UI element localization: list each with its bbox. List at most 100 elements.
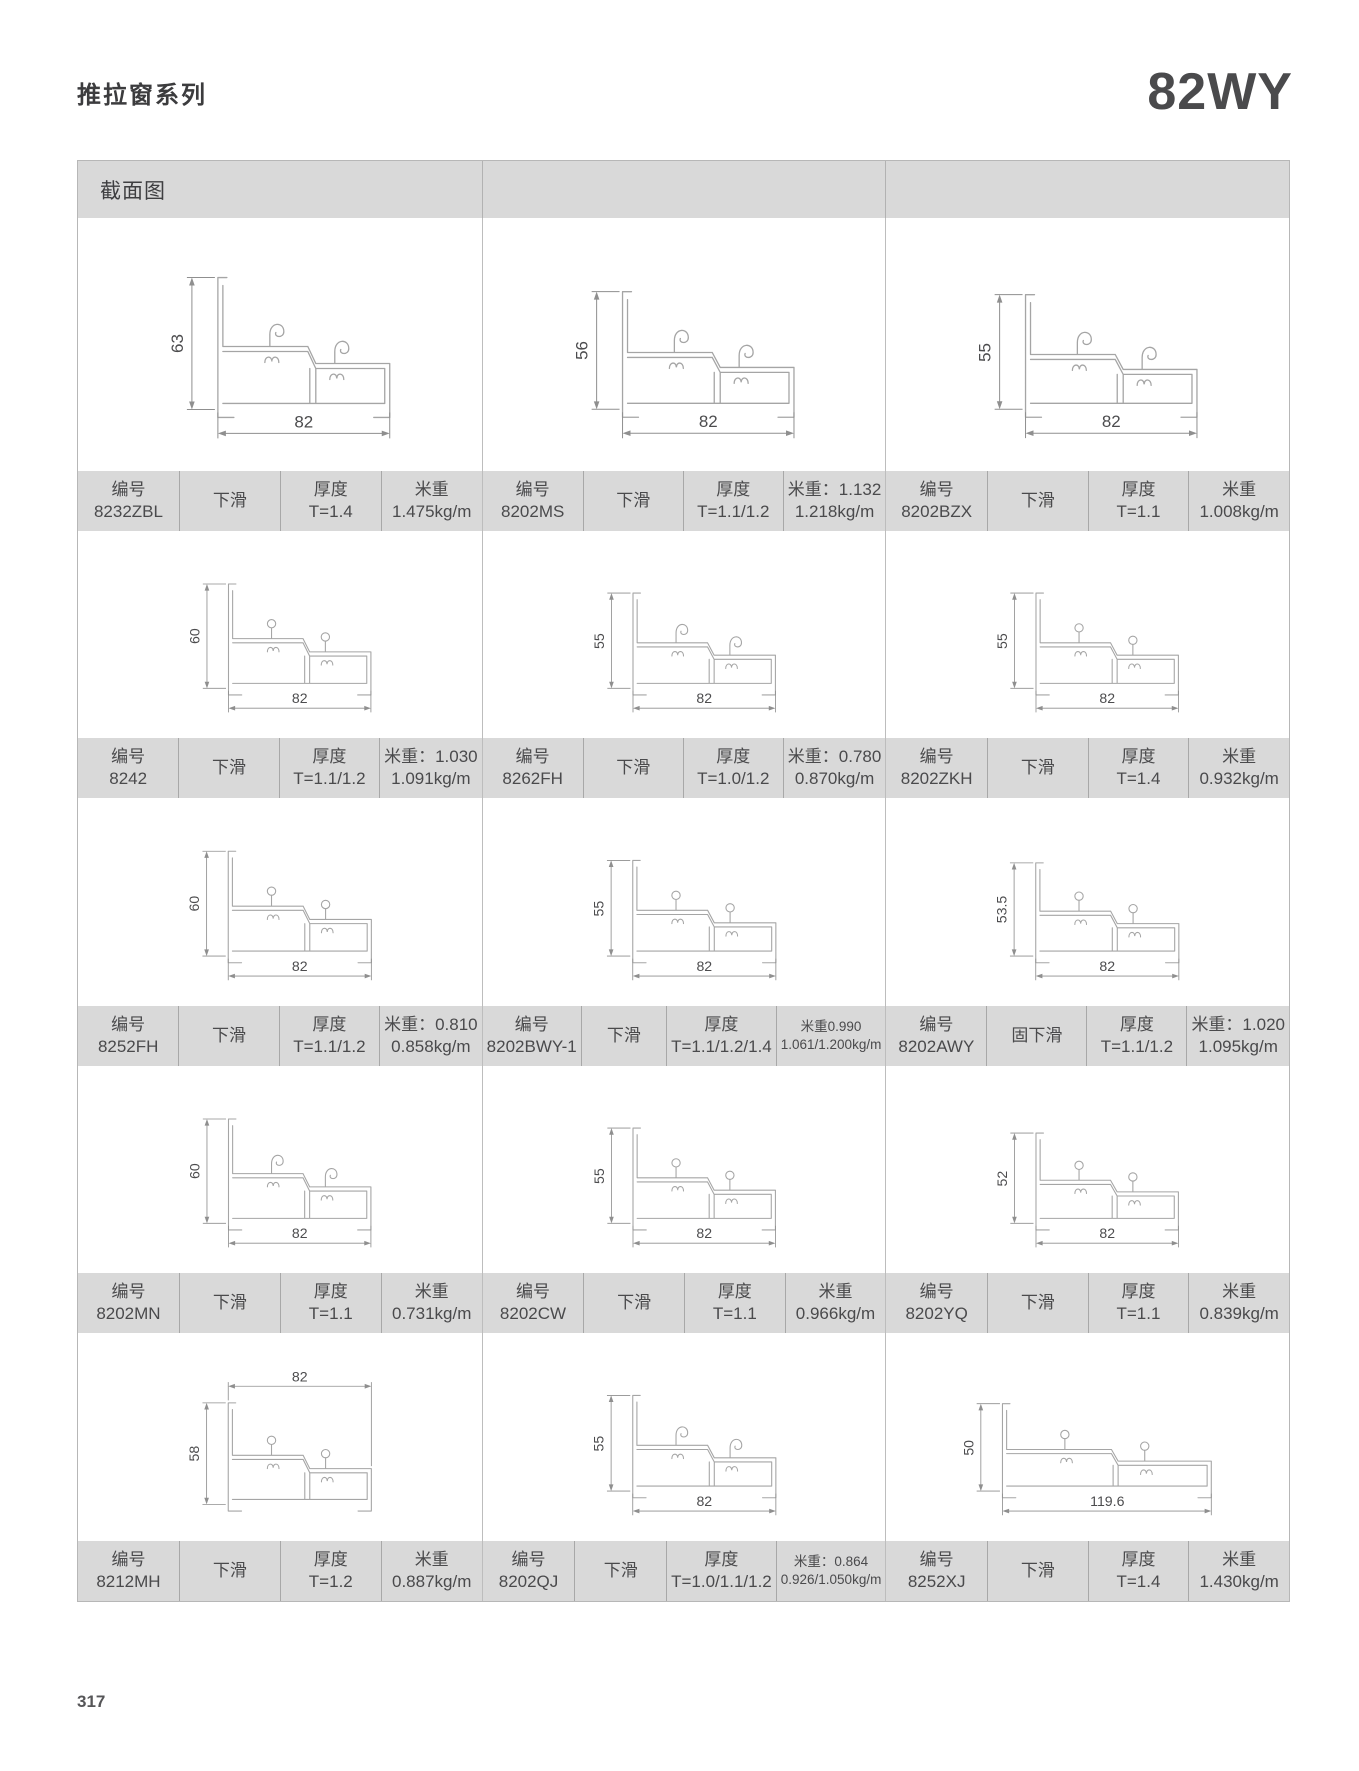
- profile-cell: 55 82 编号 8202BWY-1 下滑 厚度 T=1.1/1.2/1.4 米重…: [481, 798, 886, 1066]
- profile-type: 下滑: [617, 1292, 652, 1312]
- profile-type-cell: 下滑: [986, 738, 1088, 798]
- roller-pin-icon: [1128, 903, 1139, 914]
- profile-code: 8202CW: [499, 1304, 567, 1323]
- width-dimension-label: 82: [696, 1493, 712, 1509]
- dimension-lines: [606, 859, 776, 981]
- profile-drawing: 60 82: [78, 798, 482, 1006]
- profile-cross-section: 50 119.6: [961, 1403, 1213, 1516]
- dimension-arrow-icon: [1204, 1508, 1212, 1514]
- thickness-value: T=1.1: [712, 1304, 757, 1323]
- profile-info-bar: 编号 8202MN 下滑 厚度 T=1.1 米重 0.731kg/m: [78, 1273, 482, 1333]
- profile-cross-section: 53.5 82: [994, 862, 1180, 981]
- thickness-label: 厚度: [312, 746, 347, 766]
- code-label: 编号: [511, 1549, 546, 1569]
- profile-grid: 63 82 编号 8232ZBL 下滑 厚度 T=1.4 米重 1.475kg/m…: [78, 218, 1289, 1601]
- profile-code-cell: 编号 8252FH: [78, 1006, 178, 1066]
- dimension-arrow-icon: [1012, 681, 1018, 689]
- dimension-arrow-icon: [608, 593, 614, 600]
- profile-type: 下滑: [616, 757, 651, 777]
- profile-weight-cell: 米重：1.030 1.091kg/m: [379, 738, 482, 798]
- height-dimension-label: 55: [976, 343, 995, 362]
- page-header: 推拉窗系列 82WY: [77, 52, 1293, 132]
- code-label: 编号: [919, 479, 954, 499]
- dimension-arrow-icon: [204, 1497, 209, 1505]
- profile-cell: 55 82 编号 8202CW 下滑 厚度 T=1.1 米重 0.966kg/m: [481, 1066, 886, 1333]
- weight-line1: 米重：0.780: [787, 746, 882, 766]
- profile-code-cell: 编号 8262FH: [483, 738, 583, 798]
- height-dimension-label: 60: [186, 896, 202, 912]
- model-code: 82WY: [1147, 63, 1293, 121]
- height-dimension-label: 55: [590, 1436, 606, 1452]
- profile-type: 下滑: [212, 757, 247, 777]
- profile-drawing: 63 82: [78, 218, 482, 471]
- roller-pin-icon: [1074, 891, 1085, 901]
- profile-outline: [631, 1394, 777, 1499]
- profile-thickness-cell: 厚度 T=1.2: [279, 1541, 381, 1601]
- width-dimension-label: 82: [292, 958, 308, 974]
- dimension-lines: [202, 583, 372, 713]
- profile-info-bar: 编号 8202AWY 固下滑 厚度 T=1.1/1.2 米重：1.020 1.0…: [886, 1006, 1289, 1066]
- profile-type-cell: 下滑: [583, 1273, 684, 1333]
- profile-info-bar: 编号 8262FH 下滑 厚度 T=1.0/1.2 米重：0.780 0.870…: [482, 738, 886, 798]
- dimension-arrow-icon: [204, 583, 210, 591]
- dimension-lines: [994, 294, 1198, 439]
- thickness-label: 厚度: [1119, 1014, 1154, 1034]
- profile-code-cell: 编号 8202ZKH: [886, 738, 987, 798]
- section-table: 截面图 63 82 编号 8232ZBL 下滑 厚度 T=1.4 米重 1.475…: [77, 160, 1290, 1602]
- dimension-arrow-icon: [1172, 705, 1179, 711]
- profile-cell: 52 82 编号 8202YQ 下滑 厚度 T=1.1 米重 0.839kg/m: [885, 1066, 1289, 1333]
- dimension-arrow-icon: [785, 430, 794, 436]
- profile-weight-cell: 米重 1.430kg/m: [1188, 1541, 1289, 1601]
- profile-weight-cell: 米重：1.020 1.095kg/m: [1186, 1006, 1289, 1066]
- profile-code: 8202MS: [501, 502, 565, 521]
- dimension-arrow-icon: [228, 973, 235, 979]
- weight-line2: 0.932kg/m: [1199, 769, 1279, 788]
- weight-line2: 1.095kg/m: [1198, 1037, 1278, 1056]
- dimension-arrow-icon: [978, 1403, 984, 1411]
- profile-type: 下滑: [1020, 757, 1055, 777]
- roller-pin-icon: [320, 1448, 331, 1459]
- thickness-value: T=1.4: [308, 502, 353, 521]
- weight-line1: 米重: [414, 1549, 449, 1569]
- profile-thickness-cell: 厚度 T=1.1/1.2: [278, 738, 379, 798]
- dimension-arrow-icon: [364, 705, 371, 711]
- code-label: 编号: [919, 1549, 954, 1569]
- dimension-arrow-icon: [768, 1508, 776, 1514]
- dimension-arrow-icon: [189, 277, 195, 286]
- section-header-row: 截面图: [78, 161, 1289, 218]
- profile-code: 8202YQ: [905, 1304, 968, 1323]
- profile-type: 下滑: [1020, 1292, 1055, 1312]
- profile-thickness-cell: 厚度 T=1.1: [1087, 471, 1189, 531]
- thickness-label: 厚度: [1121, 479, 1156, 499]
- code-label: 编号: [515, 746, 550, 766]
- profile-cross-section: 55 82: [590, 859, 777, 981]
- thickness-label: 厚度: [717, 1281, 752, 1301]
- profile-code: 8202ZKH: [900, 769, 973, 788]
- dimension-arrow-icon: [768, 705, 776, 711]
- profile-drawing: 56 82: [482, 218, 886, 471]
- code-label: 编号: [111, 746, 146, 766]
- width-dimension-label: 82: [696, 690, 712, 706]
- width-dimension-label: 82: [292, 1225, 308, 1241]
- profile-info-bar: 编号 8212MH 下滑 厚度 T=1.2 米重 0.887kg/m: [78, 1541, 482, 1601]
- profile-cell: 55 82 编号 8262FH 下滑 厚度 T=1.0/1.2 米重：0.780 …: [481, 531, 886, 798]
- profile-cross-section: 55 82: [590, 1394, 777, 1516]
- thickness-value: T=1.1/1.2: [293, 769, 366, 788]
- dimension-lines: [606, 1394, 776, 1516]
- profile-outline: [621, 291, 795, 418]
- profile-cross-section: 58 82: [186, 1368, 372, 1512]
- roller-pin-icon: [320, 632, 331, 642]
- profile-info-bar: 编号 8202MS 下滑 厚度 T=1.1/1.2 米重：1.132 1.218…: [482, 471, 886, 531]
- profile-thickness-cell: 厚度 T=1.1: [279, 1273, 381, 1333]
- profile-info-bar: 编号 8242 下滑 厚度 T=1.1/1.2 米重：1.030 1.091kg…: [78, 738, 482, 798]
- profile-drawing: 55 82: [886, 218, 1289, 471]
- profile-type-cell: 下滑: [574, 1541, 666, 1601]
- profile-type: 固下滑: [1011, 1025, 1063, 1045]
- profile-cross-section: 55 82: [976, 294, 1198, 439]
- weight-line2: 0.870kg/m: [794, 769, 875, 788]
- profile-cross-section: 52 82: [994, 1132, 1180, 1248]
- roller-pin-icon: [724, 1170, 735, 1180]
- code-label: 编号: [919, 746, 954, 766]
- weight-line1: 米重：1.020: [1191, 1014, 1285, 1034]
- profile-type: 下滑: [212, 1292, 247, 1312]
